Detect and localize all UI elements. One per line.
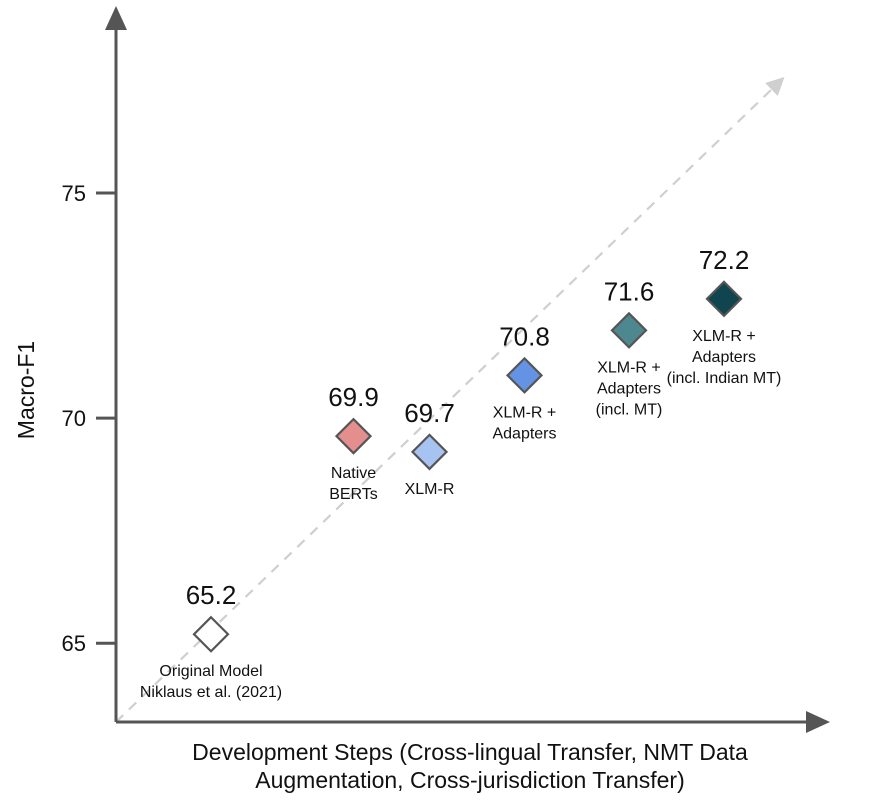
point-name-label: Niklaus et al. (2021) xyxy=(140,684,282,701)
point-marker xyxy=(505,356,544,394)
y-tick-label: 75 xyxy=(62,181,86,206)
point-marker xyxy=(192,615,230,653)
y-tick-label: 70 xyxy=(62,406,86,431)
point-marker xyxy=(705,280,743,318)
trend-line xyxy=(115,88,773,723)
point-name-label: (incl. MT) xyxy=(596,401,663,418)
point-value-label: 70.8 xyxy=(499,321,550,351)
y-axis-arrowhead xyxy=(105,6,127,30)
point-marker xyxy=(610,311,648,349)
point-value-label: 65.2 xyxy=(186,580,237,610)
data-point: 71.6 XLM-R + Adapters (incl. MT) xyxy=(596,276,663,418)
point-marker xyxy=(410,433,449,471)
point-name-label: Native xyxy=(331,465,376,482)
y-tick-label: 65 xyxy=(62,631,86,656)
point-value-label: 72.2 xyxy=(699,245,750,275)
point-name-label: Adapters xyxy=(692,349,756,366)
point-name-label: XLM-R + xyxy=(493,404,557,421)
y-ticks: 65 70 75 xyxy=(62,181,116,656)
point-name-label: (incl. Indian MT) xyxy=(667,370,782,387)
point-value-label: 69.7 xyxy=(404,398,455,428)
data-point: 70.8 XLM-R + Adapters xyxy=(492,321,556,442)
data-point: 72.2 XLM-R + Adapters (incl. Indian MT) xyxy=(667,245,782,387)
data-point: 69.9 Native BERTs xyxy=(328,382,379,503)
point-value-label: 71.6 xyxy=(604,276,655,306)
x-axis-title-line-2: Augmentation, Cross-jurisdiction Transfe… xyxy=(255,767,685,793)
point-name-label: Adapters xyxy=(597,380,661,397)
trend-arrowhead xyxy=(765,77,785,96)
point-marker xyxy=(334,417,373,455)
point-name-label: Original Model xyxy=(159,663,262,680)
y-axis-title: Macro-F1 xyxy=(13,341,39,439)
x-axis-arrowhead xyxy=(806,711,830,733)
point-name-label: BERTs xyxy=(329,486,378,503)
point-name-label: XLM-R xyxy=(405,481,455,498)
point-name-label: XLM-R + xyxy=(692,328,756,345)
x-axis-title-line-1: Development Steps (Cross-lingual Transfe… xyxy=(192,739,748,765)
data-point: 65.2 Original Model Niklaus et al. (2021) xyxy=(140,580,282,701)
data-point: 69.7 XLM-R xyxy=(404,398,455,498)
point-value-label: 69.9 xyxy=(328,382,379,412)
point-name-label: Adapters xyxy=(492,425,556,442)
point-name-label: XLM-R + xyxy=(597,359,661,376)
